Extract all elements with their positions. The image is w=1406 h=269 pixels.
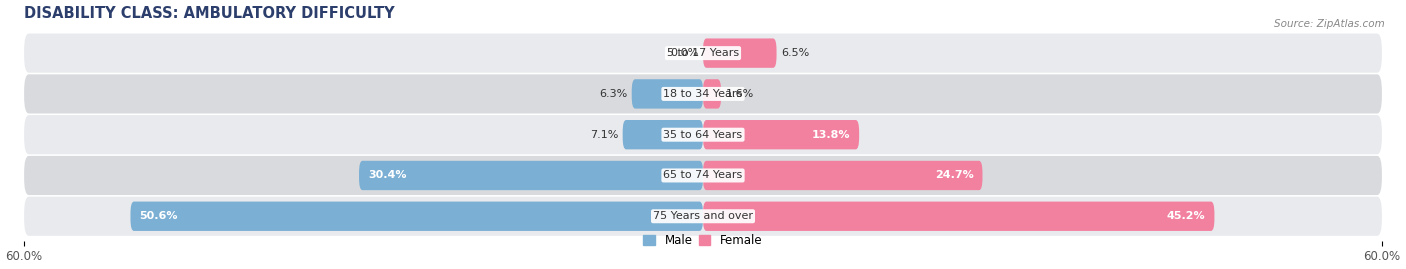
Text: 5 to 17 Years: 5 to 17 Years [666,48,740,58]
Text: DISABILITY CLASS: AMBULATORY DIFFICULTY: DISABILITY CLASS: AMBULATORY DIFFICULTY [24,6,395,20]
Legend: Male, Female: Male, Female [638,229,768,252]
Text: 50.6%: 50.6% [139,211,179,221]
Text: 45.2%: 45.2% [1167,211,1205,221]
FancyBboxPatch shape [359,161,703,190]
FancyBboxPatch shape [703,161,983,190]
FancyBboxPatch shape [623,120,703,149]
Text: 13.8%: 13.8% [811,130,851,140]
Text: 65 to 74 Years: 65 to 74 Years [664,171,742,180]
FancyBboxPatch shape [24,34,1382,73]
FancyBboxPatch shape [24,156,1382,195]
Text: 7.1%: 7.1% [589,130,619,140]
FancyBboxPatch shape [24,197,1382,236]
Text: 75 Years and over: 75 Years and over [652,211,754,221]
Text: 30.4%: 30.4% [368,171,406,180]
Text: 6.3%: 6.3% [599,89,627,99]
Text: 0.0%: 0.0% [671,48,699,58]
Text: Source: ZipAtlas.com: Source: ZipAtlas.com [1274,19,1385,29]
FancyBboxPatch shape [24,115,1382,154]
FancyBboxPatch shape [24,74,1382,114]
FancyBboxPatch shape [703,201,1215,231]
Text: 1.6%: 1.6% [725,89,754,99]
FancyBboxPatch shape [631,79,703,109]
FancyBboxPatch shape [131,201,703,231]
Text: 35 to 64 Years: 35 to 64 Years [664,130,742,140]
Text: 24.7%: 24.7% [935,171,973,180]
FancyBboxPatch shape [703,120,859,149]
Text: 18 to 34 Years: 18 to 34 Years [664,89,742,99]
FancyBboxPatch shape [703,38,776,68]
Text: 6.5%: 6.5% [782,48,810,58]
FancyBboxPatch shape [703,79,721,109]
